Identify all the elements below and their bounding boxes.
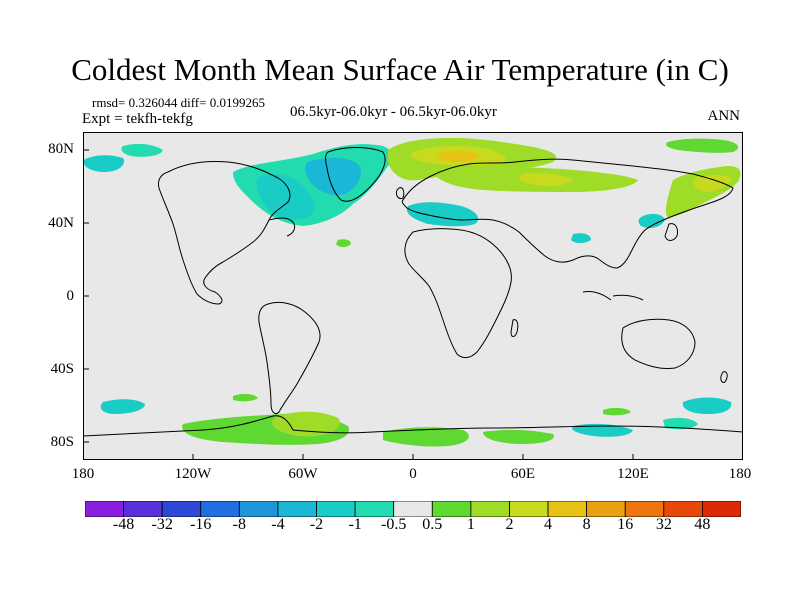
anomaly-region: [233, 393, 258, 402]
colorbar-tick-label: 4: [544, 516, 553, 533]
colorbar-swatch: [277, 501, 317, 517]
colorbar-swatch: [85, 501, 124, 517]
colorbar-swatch: [547, 501, 588, 517]
colorbar-tick-label: 0.5: [422, 516, 443, 533]
coast-eurasia: [401, 158, 734, 269]
anomaly-region: [100, 399, 145, 414]
colorbar-tick-label: 32: [655, 516, 672, 533]
colorbar-swatch: [470, 501, 510, 517]
anomaly-region: [519, 173, 573, 187]
anomaly-region: [256, 174, 315, 220]
lon-label-180e: 180: [728, 466, 752, 482]
page-title: Coldest Month Mean Surface Air Temperatu…: [71, 52, 729, 87]
colorbar-swatch: [509, 501, 549, 517]
anomaly-region: [483, 429, 554, 444]
colorbar-swatch: [123, 501, 163, 517]
anomaly-region: [383, 427, 469, 447]
coast-greenland: [325, 147, 386, 202]
colorbar-tick-label: -8: [232, 516, 247, 533]
anomaly-region: [272, 411, 341, 437]
lon-label-60e: 60E: [510, 466, 536, 482]
subtitle-center: 06.5kyr-06.0kyr - 06.5kyr-06.0kyr: [290, 104, 497, 120]
anomaly-region: [571, 233, 591, 243]
colorbar-swatch: [663, 501, 703, 517]
coast-australia: [621, 318, 696, 369]
coast-north-america: [158, 161, 291, 305]
lon-label-0: 0: [409, 466, 417, 482]
anomaly-region: [83, 155, 125, 172]
lon-label-60w: 60W: [288, 466, 318, 482]
colorbar-swatch: [586, 501, 626, 517]
map-plot: [83, 132, 743, 460]
colorbar-tick-label: 8: [582, 516, 591, 533]
lon-label-180w: 180: [71, 466, 95, 482]
period-label: ANN: [707, 108, 741, 124]
anomaly-region: [572, 423, 633, 437]
colorbar: [85, 501, 741, 517]
lon-label-120e: 120E: [617, 466, 649, 482]
colorbar-swatch: [431, 501, 472, 517]
coast-japan: [664, 223, 678, 241]
colorbar-swatch: [161, 501, 202, 517]
lat-label-0: 0: [66, 288, 75, 304]
anomaly-regions: [83, 138, 741, 447]
stats-text: rmsd= 0.326044 diff= 0.0199265: [92, 95, 265, 110]
colorbar-tick-label: 1: [466, 516, 475, 533]
colorbar-swatch: [354, 501, 395, 517]
anomaly-region: [666, 138, 739, 153]
map-background: [83, 132, 743, 460]
axis-ticks: [83, 149, 743, 460]
colorbar-tick-label: 48: [694, 516, 711, 533]
coast-antarctica: [83, 415, 743, 437]
colorbar-swatch: [200, 501, 240, 517]
colorbar-tick-label: -1: [348, 516, 362, 533]
colorbar-tick-label: -16: [190, 516, 212, 533]
anomaly-region: [305, 157, 361, 196]
colorbar-swatch: [238, 501, 279, 517]
lon-label-120w: 120W: [174, 466, 212, 482]
coast-africa: [404, 228, 512, 359]
coast-indonesia: [582, 291, 612, 301]
colorbar-swatch: [316, 501, 356, 517]
anomaly-region: [437, 151, 479, 162]
lat-label-80s: 80S: [50, 434, 74, 450]
coast-new-zealand: [720, 371, 728, 383]
colorbar-tick-label: -4: [271, 516, 285, 533]
colorbar-tick-label: -0.5: [381, 516, 407, 533]
anomaly-region: [121, 143, 163, 157]
colorbar-swatch: [393, 501, 433, 517]
anomaly-region: [663, 417, 698, 430]
lat-label-80n: 80N: [48, 141, 74, 157]
coast-islands: [612, 294, 644, 301]
colorbar-tick-label: -48: [112, 516, 135, 533]
colorbar-tick-label: -32: [151, 516, 173, 533]
anomaly-region: [336, 239, 351, 247]
coast-madagascar: [510, 319, 519, 337]
colorbar-tick-label: 16: [617, 516, 634, 533]
experiment-label: Expt = tekfh-tekfg: [82, 111, 193, 127]
anomaly-region: [682, 397, 732, 414]
coastlines: [83, 147, 743, 437]
colorbar-tick-label: 2: [505, 516, 514, 533]
colorbar-swatch: [702, 501, 741, 517]
colorbar-tick-label: -2: [309, 516, 324, 533]
anomaly-region: [603, 407, 631, 416]
anomaly-region: [693, 175, 731, 192]
coast-east-us: [268, 217, 296, 237]
anomaly-region: [638, 213, 665, 228]
colorbar-swatch: [624, 501, 665, 517]
coast-uk: [396, 187, 405, 199]
lat-label-40s: 40S: [50, 361, 74, 377]
lat-label-40n: 40N: [48, 215, 74, 231]
coast-south-america: [258, 301, 321, 415]
